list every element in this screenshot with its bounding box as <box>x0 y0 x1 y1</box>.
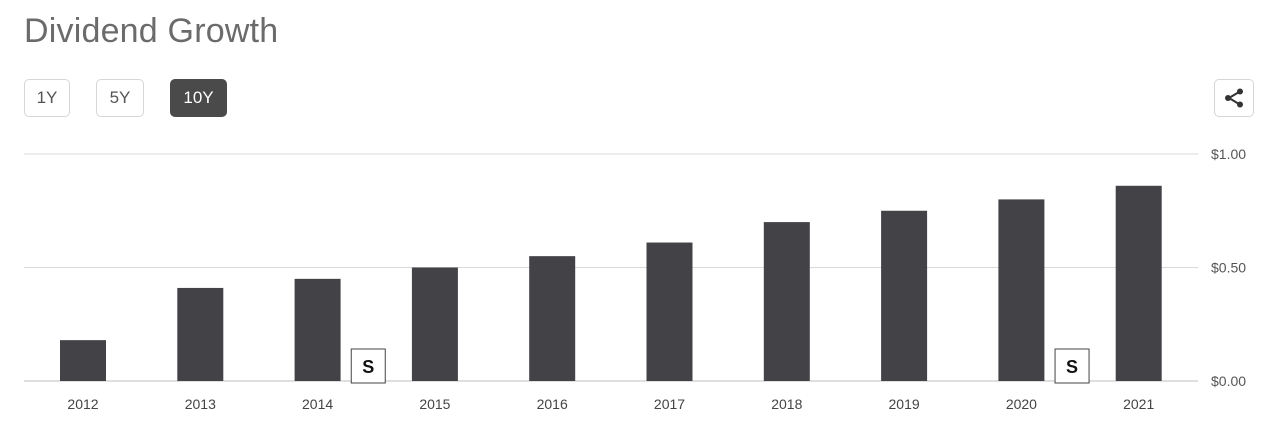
share-icon <box>1225 88 1243 108</box>
bar-2018[interactable] <box>763 222 810 381</box>
x-tick-label: 2018 <box>771 396 802 412</box>
x-tick-label: 2015 <box>419 396 450 412</box>
split-marker-label: S <box>362 357 374 377</box>
x-tick-label: 2020 <box>1006 396 1037 412</box>
split-marker[interactable]: S <box>1054 348 1090 384</box>
bar-2013[interactable] <box>177 287 224 381</box>
range-1y-button[interactable]: 1Y <box>24 79 70 117</box>
x-tick-label: 2019 <box>889 396 920 412</box>
split-marker-label: S <box>1066 357 1078 377</box>
x-tick-label: 2016 <box>537 396 568 412</box>
bar-2019[interactable] <box>881 210 928 381</box>
bar-2017[interactable] <box>646 242 693 381</box>
range-10y-button[interactable]: 10Y <box>170 79 227 117</box>
bar-2020[interactable] <box>998 199 1045 381</box>
y-tick-label: $0.00 <box>1211 373 1246 389</box>
x-tick-label: 2017 <box>654 396 685 412</box>
bar-2015[interactable] <box>411 267 458 382</box>
x-tick-label: 2014 <box>302 396 333 412</box>
range-5y-button[interactable]: 5Y <box>96 79 144 117</box>
y-tick-label: $1.00 <box>1211 146 1246 162</box>
y-tick-label: $0.50 <box>1211 260 1246 276</box>
x-tick-label: 2012 <box>67 396 98 412</box>
bar-2021[interactable] <box>1115 185 1162 381</box>
split-marker-box <box>1054 348 1090 384</box>
bar-2012[interactable] <box>60 340 106 381</box>
bar-2014[interactable] <box>294 278 341 381</box>
x-tick-label: 2021 <box>1123 396 1154 412</box>
bar-2016[interactable] <box>529 256 576 381</box>
share-button[interactable] <box>1214 79 1254 117</box>
split-marker-box <box>350 348 386 384</box>
split-marker[interactable]: S <box>350 348 386 384</box>
x-tick-label: 2013 <box>185 396 216 412</box>
page-title: Dividend Growth <box>24 12 279 50</box>
